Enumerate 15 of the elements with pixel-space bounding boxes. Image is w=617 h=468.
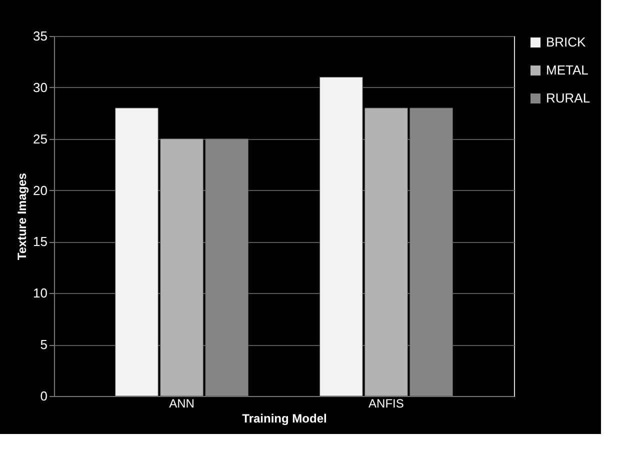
- legend-label: BRICK: [546, 34, 586, 50]
- y-tick-label: 0: [40, 388, 48, 404]
- y-tick-label: 20: [33, 182, 48, 198]
- y-tick-label: 25: [33, 131, 48, 146]
- legend-label: RURAL: [546, 90, 590, 106]
- y-tick-label: 35: [33, 28, 48, 44]
- y-axis-title: Texture Images: [15, 172, 30, 260]
- y-tick-label: 15: [33, 234, 48, 250]
- y-tick-label: 30: [33, 80, 48, 95]
- x-tick-label: ANN: [169, 396, 194, 410]
- y-tick-label: 5: [40, 337, 48, 352]
- x-tick-label: ANFIS: [368, 396, 404, 410]
- legend-label: METAL: [546, 62, 588, 78]
- y-tick-label: 10: [33, 286, 48, 301]
- x-axis-title: Training Model: [242, 412, 327, 426]
